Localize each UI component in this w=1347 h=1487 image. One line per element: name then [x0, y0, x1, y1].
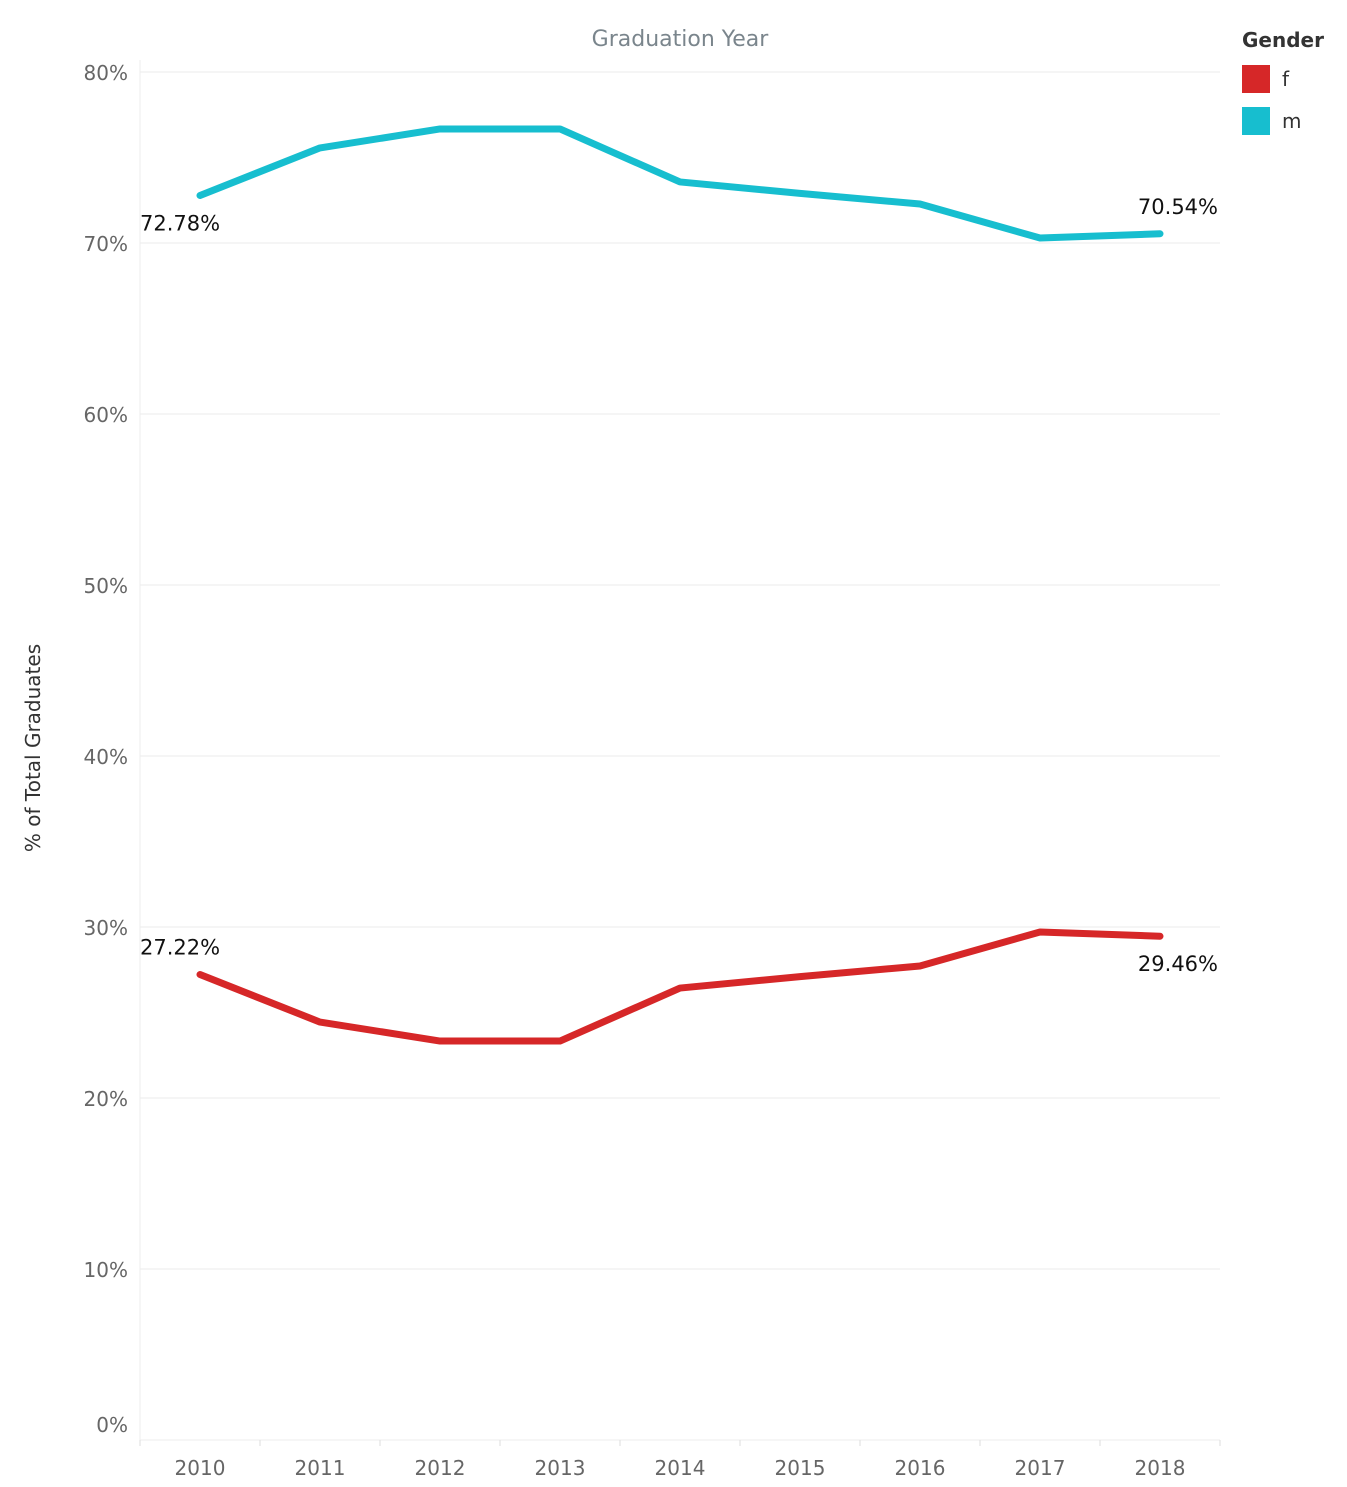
- y-axis-label: % of Total Graduates: [21, 644, 45, 852]
- series-line-m: [200, 129, 1160, 238]
- chart-title: Graduation Year: [592, 27, 770, 52]
- legend: Gender f m: [1242, 28, 1324, 142]
- x-tick-label: 2010: [175, 1456, 226, 1480]
- legend-label-m: m: [1282, 109, 1301, 133]
- legend-item-m[interactable]: m: [1242, 100, 1324, 142]
- x-tick-label: 2012: [415, 1456, 466, 1480]
- data-label-f-last: 29.46%: [1138, 952, 1218, 976]
- x-tick-label: 2018: [1135, 1456, 1186, 1480]
- x-tick-label: 2014: [655, 1456, 706, 1480]
- legend-label-f: f: [1282, 67, 1289, 91]
- y-tick-label: 70%: [84, 232, 128, 256]
- y-tick-label: 20%: [84, 1087, 128, 1111]
- y-tick-label: 80%: [84, 61, 128, 85]
- y-tick-label: 50%: [84, 574, 128, 598]
- legend-swatch-f: [1242, 65, 1270, 93]
- data-label-m-first: 72.78%: [140, 211, 220, 235]
- x-tick-label: 2013: [535, 1456, 586, 1480]
- x-tick-label: 2015: [775, 1456, 826, 1480]
- x-tick-label: 2016: [895, 1456, 946, 1480]
- x-tick-label: 2017: [1015, 1456, 1066, 1480]
- x-tick-label: 2011: [295, 1456, 346, 1480]
- series-line-f: [200, 932, 1160, 1041]
- y-tick-label: 30%: [84, 916, 128, 940]
- y-tick-label: 0%: [96, 1413, 128, 1437]
- data-label-m-last: 70.54%: [1138, 195, 1218, 219]
- legend-item-f[interactable]: f: [1242, 58, 1324, 100]
- y-tick-label: 40%: [84, 745, 128, 769]
- y-tick-label: 60%: [84, 403, 128, 427]
- y-tick-label: 10%: [84, 1258, 128, 1282]
- legend-title: Gender: [1242, 28, 1324, 52]
- data-label-f-first: 27.22%: [140, 936, 220, 960]
- legend-swatch-m: [1242, 107, 1270, 135]
